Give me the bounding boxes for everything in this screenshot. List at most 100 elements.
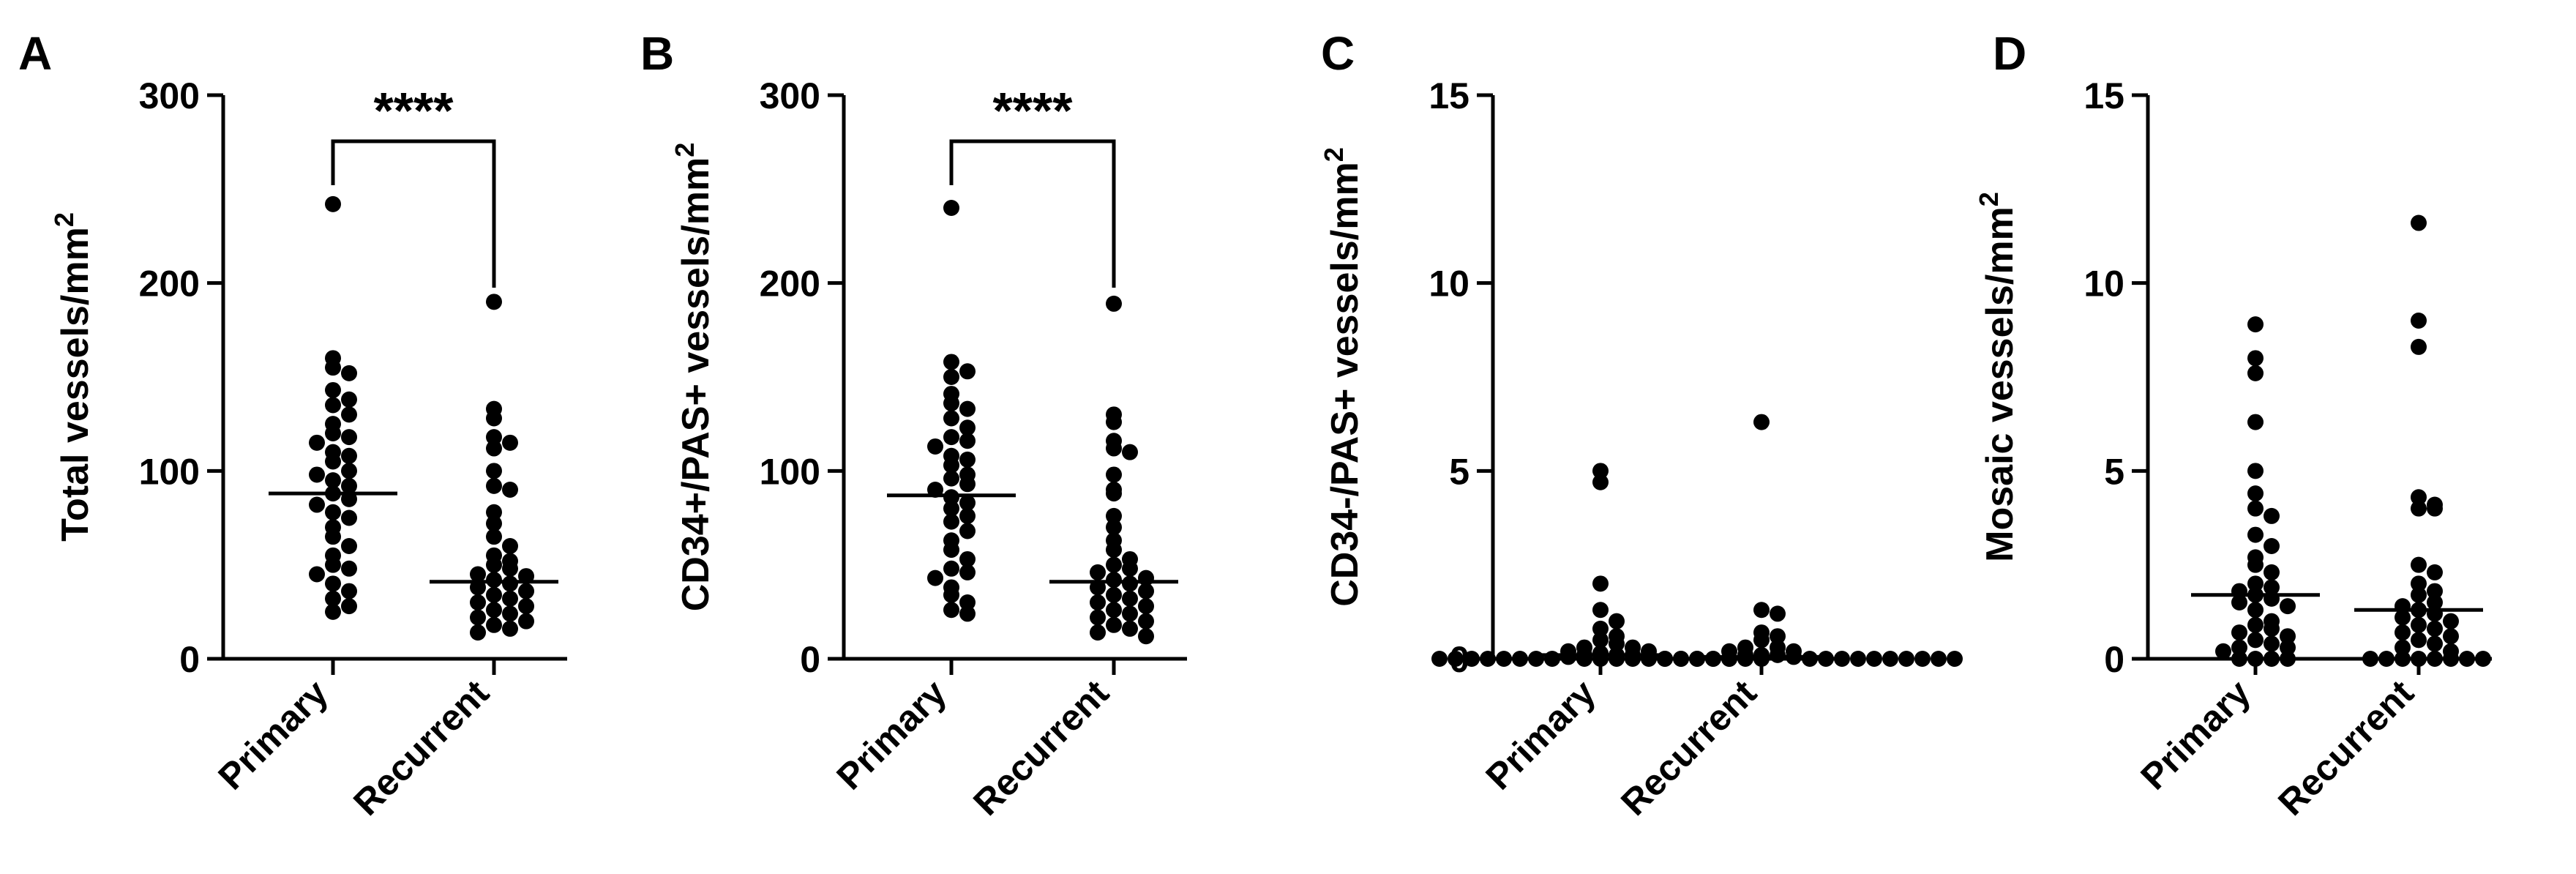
data-point-recurrent — [2411, 500, 2427, 517]
data-point-recurrent — [1770, 646, 1786, 663]
data-point-primary — [341, 365, 357, 381]
data-point-recurrent — [2411, 338, 2427, 355]
data-point-primary — [2247, 526, 2264, 543]
data-point-primary — [943, 470, 959, 487]
data-point-primary — [927, 569, 943, 586]
data-point-primary — [943, 429, 959, 446]
y-axis-label-text: Mosaic vessels/mm — [1979, 206, 2021, 562]
data-point-recurrent — [502, 482, 518, 498]
y-axis-label: Total vessels/mm2 — [49, 212, 97, 542]
data-point-recurrent — [1106, 295, 1122, 312]
data-point-recurrent — [1106, 572, 1122, 589]
data-point-primary — [959, 494, 976, 511]
data-point-recurrent — [2411, 651, 2427, 667]
data-point-primary — [325, 556, 341, 573]
data-point-primary — [1496, 651, 1512, 667]
data-point-recurrent — [1122, 605, 1138, 622]
data-point-recurrent — [1866, 651, 1882, 667]
data-point-primary — [2231, 594, 2247, 610]
data-point-recurrent — [2475, 651, 2491, 667]
data-point-recurrent — [470, 566, 486, 583]
data-point-primary — [943, 586, 959, 603]
x-tick-label-recurrent: Recurrent — [965, 672, 1117, 823]
y-tick-label: 10 — [2083, 264, 2124, 305]
y-tick-label: 200 — [760, 264, 820, 305]
data-point-recurrent — [2411, 489, 2427, 506]
data-point-primary — [341, 560, 357, 577]
data-point-primary — [2247, 575, 2264, 592]
data-point-primary — [1592, 575, 1609, 592]
data-point-recurrent — [486, 463, 502, 479]
data-point-recurrent — [2427, 620, 2443, 637]
data-point-primary — [2231, 651, 2247, 667]
data-point-primary — [943, 200, 959, 216]
data-point-recurrent — [486, 429, 502, 446]
data-point-primary — [943, 560, 959, 577]
data-point-recurrent — [1931, 651, 1947, 667]
data-point-primary — [959, 363, 976, 380]
data-point-recurrent — [1914, 651, 1931, 667]
data-point-primary — [2215, 643, 2231, 660]
data-point-recurrent — [1689, 651, 1705, 667]
data-point-primary — [943, 410, 959, 427]
data-point-primary — [325, 528, 341, 545]
data-point-primary — [2247, 500, 2264, 517]
data-point-recurrent — [1106, 602, 1122, 619]
data-point-primary — [2264, 590, 2280, 607]
data-point-recurrent — [502, 590, 518, 607]
data-point-recurrent — [1122, 575, 1138, 592]
data-point-recurrent — [2411, 214, 2427, 231]
y-axis-label: CD34+/PAS+ vessels/mm2 — [670, 143, 717, 612]
data-point-recurrent — [1122, 590, 1138, 607]
data-point-primary — [325, 472, 341, 489]
data-point-primary — [2247, 616, 2264, 633]
data-point-recurrent — [2395, 624, 2411, 641]
data-point-recurrent — [1138, 583, 1154, 600]
data-point-primary — [943, 489, 959, 506]
data-point-recurrent — [502, 575, 518, 592]
data-point-primary — [309, 466, 325, 483]
data-point-recurrent — [2459, 651, 2475, 667]
data-point-primary — [959, 400, 976, 417]
data-point-primary — [341, 598, 357, 615]
data-point-primary — [341, 463, 357, 479]
data-point-primary — [2247, 414, 2264, 430]
panel-c: C051015PrimaryRecurrentCD34-/PAS+ vessel… — [1319, 27, 1963, 823]
data-point-recurrent — [2395, 651, 2411, 667]
data-point-primary — [943, 602, 959, 619]
data-point-primary — [325, 397, 341, 414]
data-point-primary — [2247, 463, 2264, 479]
y-tick-label: 0 — [2104, 639, 2124, 680]
data-point-primary — [1592, 602, 1609, 619]
data-point-primary — [2264, 564, 2280, 580]
data-point-primary — [1609, 613, 1625, 630]
data-point-recurrent — [1641, 651, 1657, 667]
panel-label: D — [1993, 27, 2026, 80]
data-point-recurrent — [1106, 440, 1122, 457]
data-point-recurrent — [1721, 651, 1737, 667]
data-point-recurrent — [2395, 609, 2411, 626]
data-point-primary — [943, 500, 959, 517]
data-point-primary — [959, 451, 976, 468]
y-tick-label: 0 — [800, 639, 820, 680]
data-point-recurrent — [470, 624, 486, 641]
y-tick-label: 100 — [760, 451, 820, 492]
data-point-recurrent — [1673, 651, 1689, 667]
x-tick-label-primary: Primary — [1478, 672, 1603, 797]
data-point-recurrent — [2427, 564, 2443, 580]
data-point-primary — [2264, 620, 2280, 637]
data-point-primary — [2280, 628, 2296, 645]
data-point-recurrent — [2427, 500, 2443, 517]
data-point-recurrent — [1106, 414, 1122, 430]
data-point-recurrent — [2427, 635, 2443, 652]
x-tick-label-recurrent: Recurrent — [2270, 672, 2422, 823]
x-tick-label-primary: Primary — [210, 672, 335, 797]
data-point-recurrent — [1106, 485, 1122, 502]
panel-a: A 0 100 200 300 Primary Recurrent Total vessels… — [18, 27, 567, 823]
data-point-primary — [325, 453, 341, 470]
y-axis-label-text: CD34+/PAS+ vessels/mm — [675, 157, 717, 612]
panel-label: B — [640, 27, 674, 80]
data-point-primary — [1464, 651, 1480, 667]
data-point-recurrent — [1122, 620, 1138, 637]
x-tick-label-recurrent: Recurrent — [345, 672, 497, 823]
